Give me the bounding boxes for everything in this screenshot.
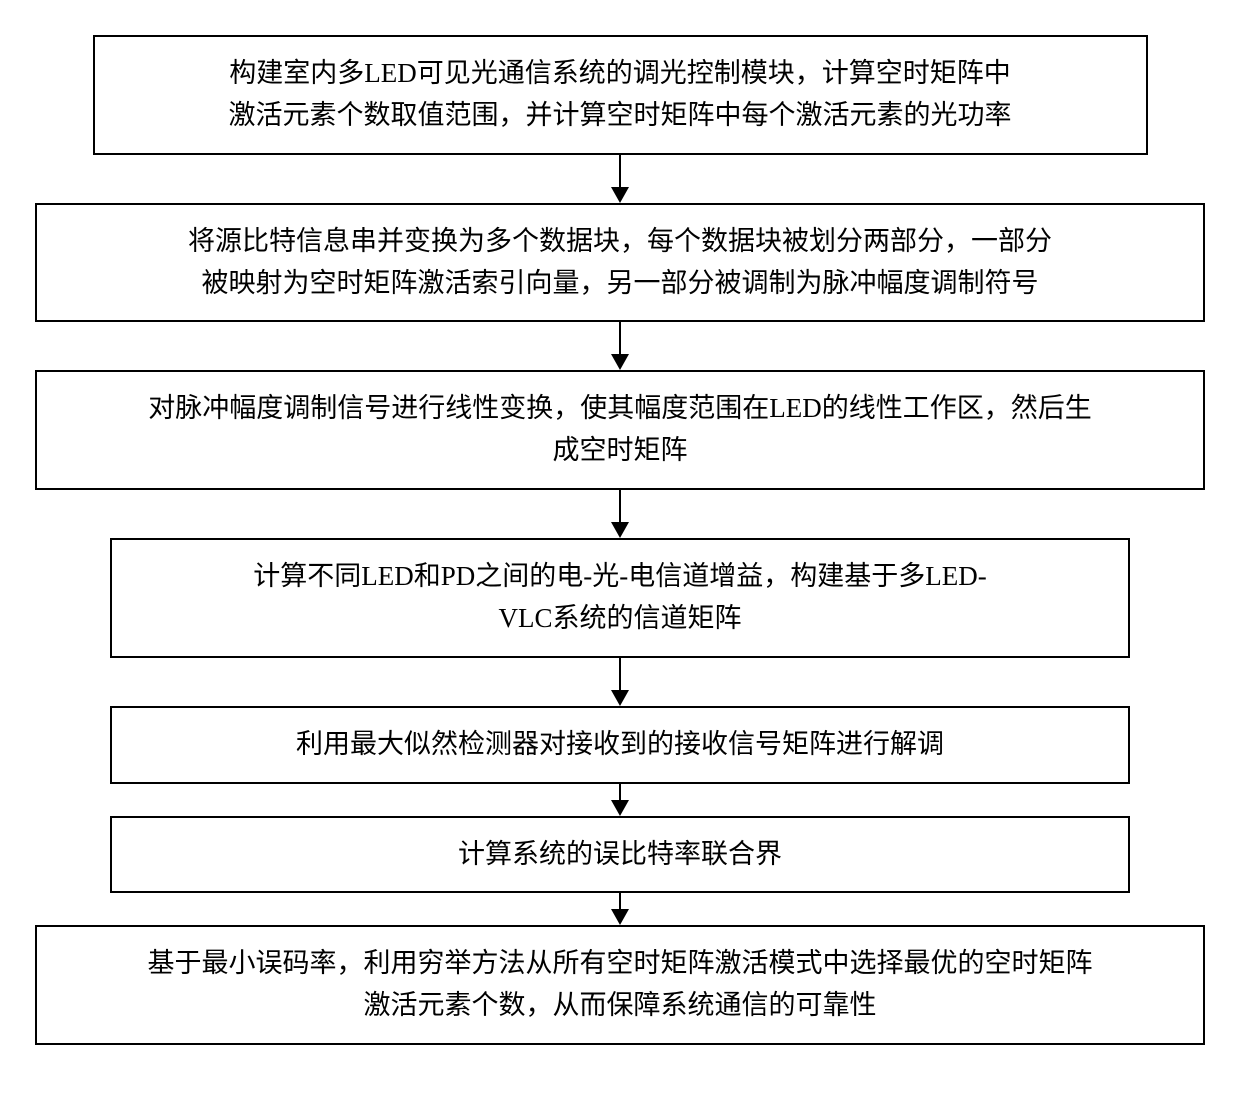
step-text: 利用最大似然检测器对接收到的接收信号矩阵进行解调 (296, 724, 944, 766)
flowchart-step-1: 构建室内多LED可见光通信系统的调光控制模块，计算空时矩阵中激活元素个数取值范围… (93, 35, 1148, 155)
arrow-head-icon (611, 800, 629, 816)
step-text: 计算不同LED和PD之间的电-光-电信道增益，构建基于多LED-VLC系统的信道… (253, 556, 986, 640)
arrow-line (619, 893, 622, 910)
flowchart-arrow (611, 658, 629, 706)
arrow-head-icon (611, 909, 629, 925)
arrow-head-icon (611, 522, 629, 538)
arrow-line (619, 490, 622, 523)
flowchart-arrow (611, 322, 629, 370)
arrow-line (619, 322, 622, 355)
arrow-head-icon (611, 354, 629, 370)
flowchart-step-4: 计算不同LED和PD之间的电-光-电信道增益，构建基于多LED-VLC系统的信道… (110, 538, 1130, 658)
step-text: 构建室内多LED可见光通信系统的调光控制模块，计算空时矩阵中激活元素个数取值范围… (229, 53, 1012, 137)
step-text: 基于最小误码率，利用穷举方法从所有空时矩阵激活模式中选择最优的空时矩阵激活元素个… (148, 943, 1093, 1027)
flowchart-step-6: 计算系统的误比特率联合界 (110, 816, 1130, 894)
step-text: 将源比特信息串并变换为多个数据块，每个数据块被划分两部分，一部分被映射为空时矩阵… (188, 221, 1052, 305)
arrow-head-icon (611, 690, 629, 706)
arrow-head-icon (611, 187, 629, 203)
arrow-line (619, 155, 622, 188)
flowchart-step-2: 将源比特信息串并变换为多个数据块，每个数据块被划分两部分，一部分被映射为空时矩阵… (35, 203, 1205, 323)
flowchart-step-5: 利用最大似然检测器对接收到的接收信号矩阵进行解调 (110, 706, 1130, 784)
flowchart-arrow (611, 784, 629, 816)
flowchart-arrow (611, 893, 629, 925)
arrow-line (619, 784, 622, 801)
flowchart-step-7: 基于最小误码率，利用穷举方法从所有空时矩阵激活模式中选择最优的空时矩阵激活元素个… (35, 925, 1205, 1045)
flowchart-arrow (611, 490, 629, 538)
arrow-line (619, 658, 622, 691)
step-text: 对脉冲幅度调制信号进行线性变换，使其幅度范围在LED的线性工作区，然后生成空时矩… (148, 388, 1091, 472)
flowchart-step-3: 对脉冲幅度调制信号进行线性变换，使其幅度范围在LED的线性工作区，然后生成空时矩… (35, 370, 1205, 490)
flowchart-container: 构建室内多LED可见光通信系统的调光控制模块，计算空时矩阵中激活元素个数取值范围… (0, 0, 1240, 1045)
flowchart-arrow (611, 155, 629, 203)
step-text: 计算系统的误比特率联合界 (458, 834, 782, 876)
